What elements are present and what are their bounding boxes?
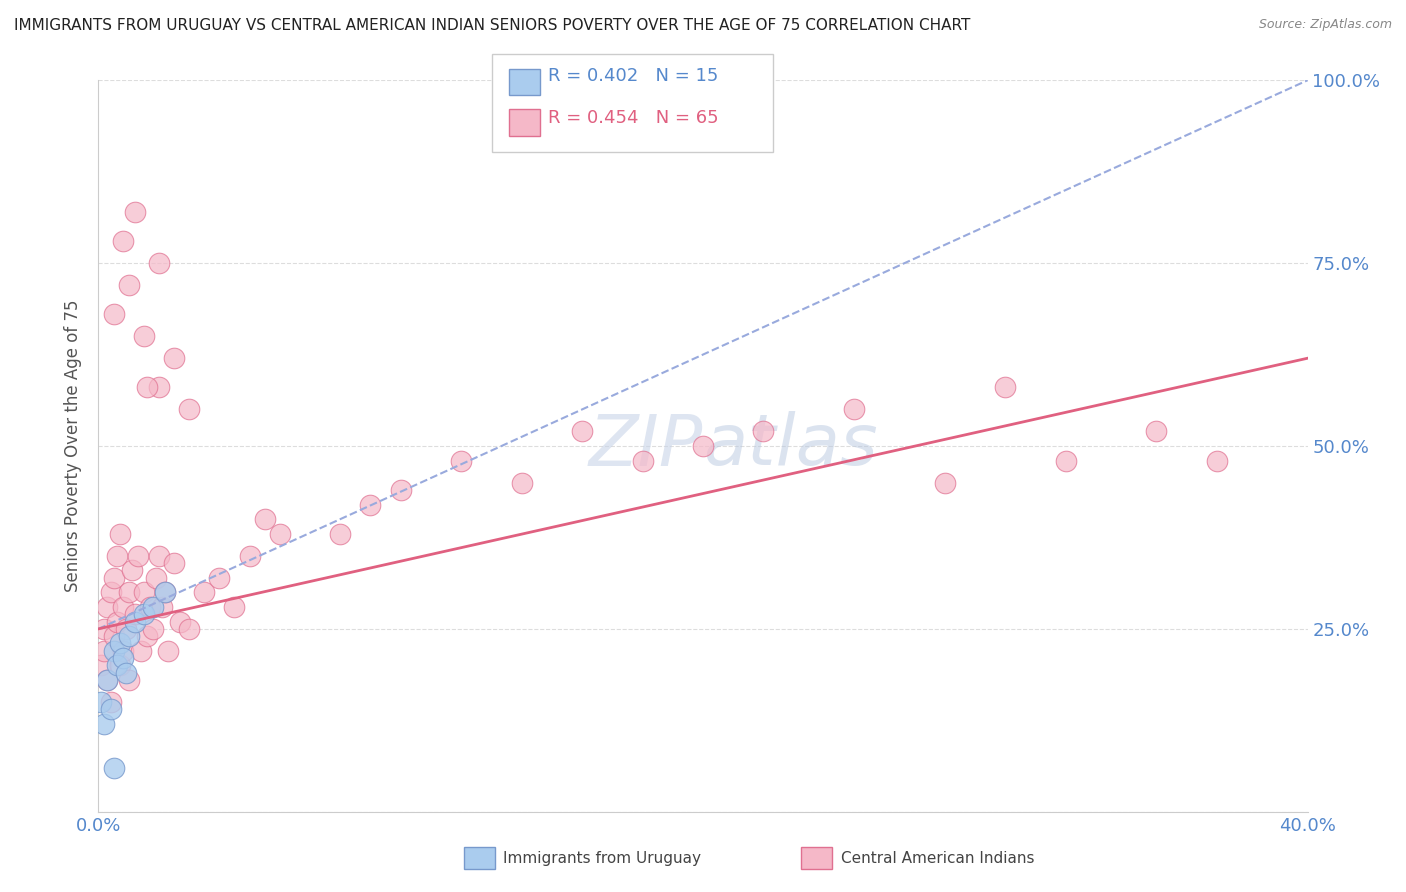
Point [124, 607, 146, 622]
Point [163, 351, 186, 366]
Point [100, 695, 122, 709]
Point [692, 439, 714, 453]
Text: IMMIGRANTS FROM URUGUAY VS CENTRAL AMERICAN INDIAN SENIORS POVERTY OVER THE AGE : IMMIGRANTS FROM URUGUAY VS CENTRAL AMERI… [14, 18, 970, 33]
Point [96, 673, 118, 687]
Point [142, 599, 165, 614]
Point [100, 702, 122, 716]
Point [153, 585, 176, 599]
Point [253, 512, 276, 526]
Text: Central American Indians: Central American Indians [841, 851, 1035, 865]
Point [329, 526, 352, 541]
Point [1206, 453, 1229, 467]
Point [844, 402, 866, 417]
Text: R = 0.402   N = 15: R = 0.402 N = 15 [548, 67, 718, 85]
Point [90, 695, 112, 709]
Point [93, 644, 115, 658]
Point [96, 599, 118, 614]
Point [103, 644, 125, 658]
Point [450, 453, 472, 467]
Point [510, 475, 533, 490]
Point [105, 549, 128, 563]
Text: R = 0.454   N = 65: R = 0.454 N = 65 [548, 109, 718, 127]
Point [118, 278, 141, 293]
Point [135, 380, 157, 394]
Point [129, 644, 152, 658]
Point [132, 329, 155, 343]
Text: Immigrants from Uruguay: Immigrants from Uruguay [503, 851, 702, 865]
Point [96, 673, 118, 687]
Point [156, 644, 179, 658]
Point [571, 425, 593, 439]
Point [193, 585, 215, 599]
Point [111, 644, 134, 658]
Point [108, 636, 131, 650]
Point [148, 380, 170, 394]
Point [108, 658, 131, 673]
Point [111, 651, 134, 665]
Point [148, 256, 170, 270]
Point [93, 622, 115, 636]
Point [752, 425, 775, 439]
Point [124, 205, 146, 219]
Point [105, 615, 128, 629]
Point [118, 585, 141, 599]
Point [135, 629, 157, 643]
Point [108, 526, 131, 541]
Point [179, 402, 201, 417]
Point [360, 498, 382, 512]
Text: ZIP: ZIP [589, 411, 703, 481]
Point [153, 585, 176, 599]
Point [1144, 425, 1167, 439]
Point [269, 526, 291, 541]
Point [103, 307, 125, 321]
Point [389, 483, 412, 497]
Point [145, 571, 167, 585]
Point [118, 673, 141, 687]
Point [114, 622, 136, 636]
Point [105, 658, 128, 673]
Point [631, 453, 654, 467]
Point [239, 549, 262, 563]
Point [1054, 453, 1077, 467]
Point [127, 549, 149, 563]
Point [142, 622, 165, 636]
Point [93, 717, 115, 731]
Y-axis label: Seniors Poverty Over the Age of 75: Seniors Poverty Over the Age of 75 [65, 300, 83, 592]
Point [224, 599, 246, 614]
Point [111, 234, 134, 248]
Point [90, 658, 112, 673]
Point [114, 665, 136, 680]
Point [934, 475, 956, 490]
Text: atlas: atlas [703, 411, 877, 481]
Point [103, 629, 125, 643]
Point [111, 599, 134, 614]
Point [118, 629, 141, 643]
Point [994, 380, 1017, 394]
Point [148, 549, 170, 563]
Point [132, 607, 155, 622]
Point [124, 615, 146, 629]
Point [169, 615, 191, 629]
Point [103, 761, 125, 775]
Point [139, 599, 162, 614]
Point [163, 556, 186, 570]
Point [132, 585, 155, 599]
Text: Source: ZipAtlas.com: Source: ZipAtlas.com [1258, 18, 1392, 31]
Point [179, 622, 201, 636]
Point [150, 599, 173, 614]
Point [103, 571, 125, 585]
Point [121, 563, 143, 577]
Point [208, 571, 231, 585]
Point [100, 585, 122, 599]
